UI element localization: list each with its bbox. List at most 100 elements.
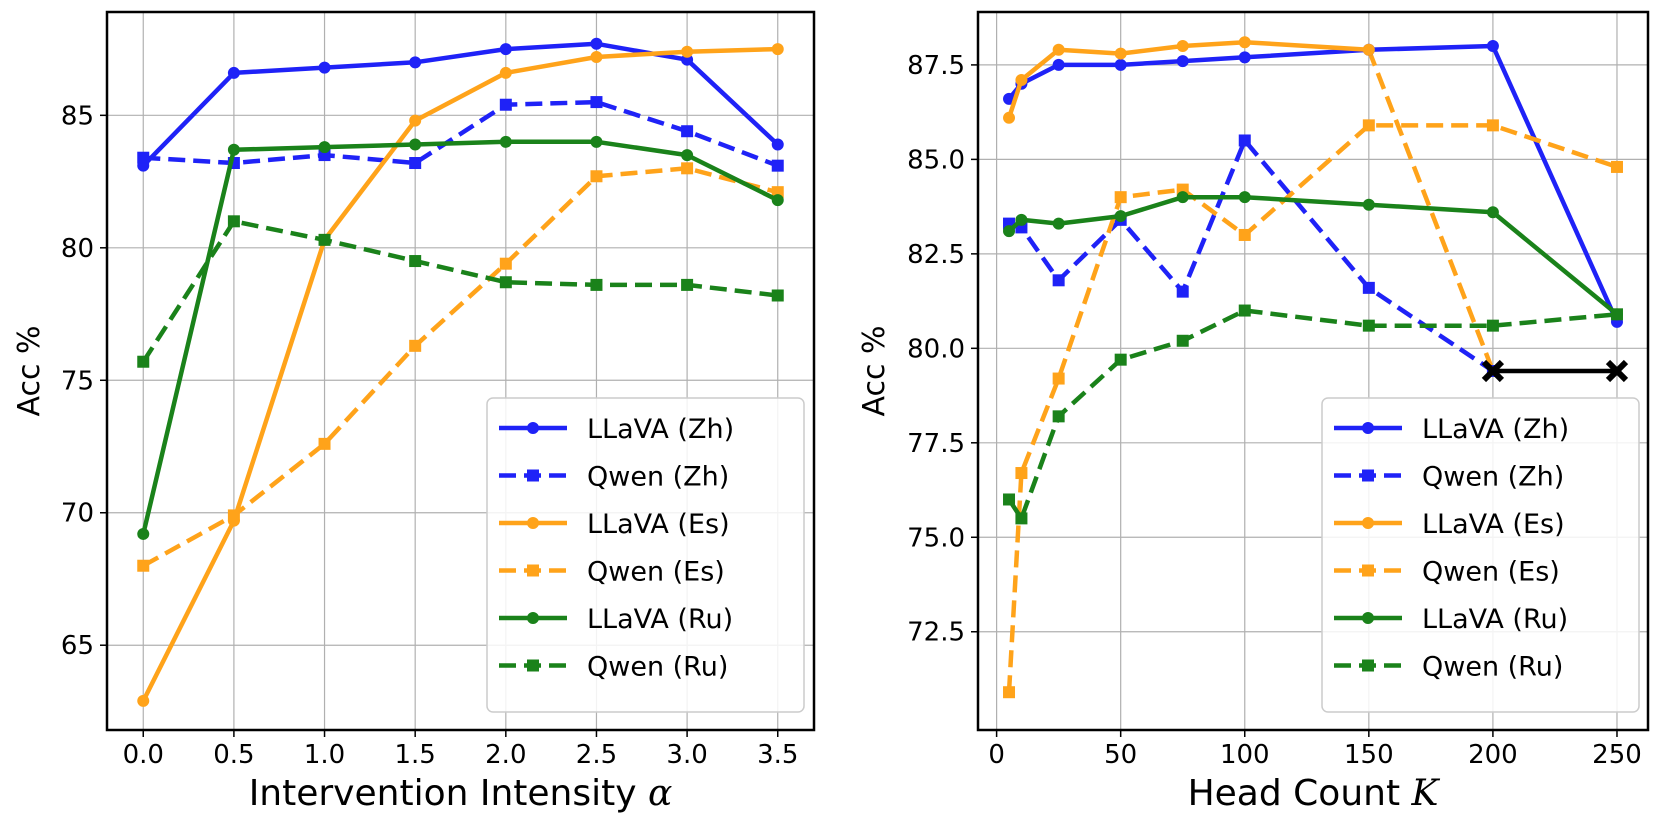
- legend-label: LLaVA (Es): [1422, 509, 1565, 540]
- data-point: [1052, 410, 1065, 423]
- data-point: [1114, 47, 1127, 60]
- data-point: [1486, 119, 1499, 132]
- legend-label: LLaVA (Zh): [587, 414, 734, 445]
- x-tick-label: 0: [988, 740, 1005, 770]
- data-point: [1176, 285, 1189, 298]
- series-line: [1007, 43, 1620, 323]
- legend-box: [1321, 397, 1640, 713]
- data-point: [499, 43, 512, 56]
- legend-box: [486, 397, 805, 713]
- data-point: [318, 141, 331, 154]
- data-point: [771, 43, 784, 56]
- legend-marker: [1362, 469, 1374, 482]
- data-point: [681, 162, 694, 175]
- legend-label: Qwen (Ru): [587, 652, 728, 683]
- x-tick-label: 150: [1344, 740, 1394, 770]
- series-qwen-zh: [137, 96, 784, 172]
- legend-marker: [527, 422, 539, 434]
- data-point: [1362, 198, 1375, 211]
- series-qwen-es: [1003, 119, 1623, 699]
- x-axis-label: Intervention Intensity α: [249, 773, 673, 814]
- y-tick-label: 75: [61, 366, 94, 396]
- data-point: [499, 66, 512, 79]
- x-axis-label-text: Intervention Intensity: [249, 773, 648, 814]
- data-point: [1362, 119, 1375, 132]
- legend-entry: LLaVA (Ru): [1334, 604, 1568, 635]
- failure-x-marker: [1481, 359, 1505, 383]
- data-point: [1486, 319, 1499, 332]
- x-axis-label-symbol: K: [1411, 773, 1441, 814]
- data-point: [409, 157, 422, 170]
- legend-label: Qwen (Es): [1422, 557, 1560, 588]
- data-point: [227, 215, 240, 228]
- data-point: [1114, 58, 1127, 71]
- legend: LLaVA (Zh) Qwen (Zh) LLaVA (Es) Qwen (Es) LL…: [486, 397, 805, 713]
- data-point: [1238, 51, 1251, 64]
- axes-frame: [105, 10, 816, 732]
- legend-entry: Qwen (Zh): [1334, 462, 1564, 493]
- legend-entry: Qwen (Ru): [499, 652, 728, 683]
- data-point: [409, 255, 422, 268]
- data-point: [499, 257, 512, 270]
- data-point: [409, 56, 422, 69]
- data-point: [227, 143, 240, 156]
- data-point: [137, 151, 150, 164]
- legend-label: LLaVA (Zh): [1422, 414, 1569, 445]
- data-point: [1362, 281, 1375, 294]
- legend-entry: LLaVA (Es): [499, 509, 730, 540]
- data-point: [1610, 308, 1623, 321]
- x-tick-label: 0.5: [213, 740, 254, 770]
- data-point: [1015, 74, 1028, 87]
- legend-entry: Qwen (Ru): [1334, 652, 1563, 683]
- data-point: [1015, 467, 1028, 480]
- data-point: [590, 170, 603, 183]
- legend-marker: [1362, 564, 1374, 577]
- data-point: [227, 66, 240, 79]
- y-tick-label: 80.0: [907, 334, 965, 364]
- data-point: [681, 149, 694, 162]
- data-point: [1610, 160, 1623, 173]
- legend-label: LLaVA (Es): [587, 509, 730, 540]
- data-point: [1015, 512, 1028, 525]
- data-point: [499, 98, 512, 111]
- chart-0: 0.0 0.5 1.0 1.5 2.0 2.5 3.0 3.5 65 70 75 80 85 Interv…: [12, 10, 816, 814]
- data-point: [1052, 274, 1065, 287]
- x-tick-label: 1.5: [394, 740, 435, 770]
- data-point: [137, 559, 150, 572]
- data-point: [1052, 43, 1065, 56]
- data-point: [771, 194, 784, 207]
- legend-label: Qwen (Zh): [587, 462, 729, 493]
- legend-marker: [1362, 612, 1374, 624]
- data-point: [590, 51, 603, 64]
- data-point: [1176, 191, 1189, 204]
- series-line: [141, 219, 778, 363]
- data-point: [499, 135, 512, 148]
- y-tick-label: 85.0: [907, 145, 965, 175]
- x-tick-label: 100: [1220, 740, 1270, 770]
- failure-x-marker: [1605, 359, 1629, 383]
- series-line: [141, 41, 780, 168]
- data-point: [1238, 228, 1251, 241]
- data-point: [1176, 40, 1189, 53]
- x-tick-label: 50: [1104, 740, 1137, 770]
- legend-label: LLaVA (Ru): [1422, 604, 1568, 635]
- legend-marker: [527, 564, 539, 577]
- data-point: [1003, 686, 1016, 699]
- legend-marker: [527, 659, 539, 672]
- legend-entry: LLaVA (Zh): [1334, 414, 1569, 445]
- series-llava-es: [1003, 36, 1375, 124]
- series-line: [141, 139, 779, 535]
- legend-entry: Qwen (Es): [499, 557, 725, 588]
- data-point: [590, 37, 603, 50]
- series-line: [1008, 138, 1495, 373]
- data-point: [1003, 225, 1016, 238]
- data-point: [409, 114, 422, 127]
- data-point: [590, 135, 603, 148]
- x-tick-label: 2.0: [485, 740, 526, 770]
- series-qwen-es: [137, 162, 784, 572]
- y-tick-label: 72.5: [907, 618, 965, 648]
- plot-area: [1003, 36, 1629, 699]
- data-point: [771, 289, 784, 302]
- series-line: [142, 166, 779, 568]
